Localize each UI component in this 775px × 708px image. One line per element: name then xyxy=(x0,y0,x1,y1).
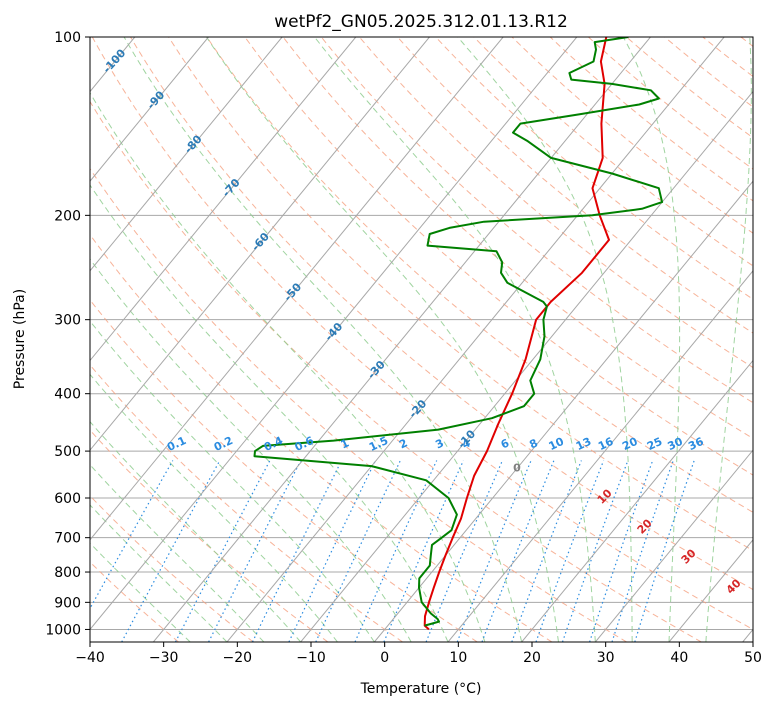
dry-adiabat-line xyxy=(320,37,753,404)
mixing-ratio-label: 10 xyxy=(547,435,567,453)
dewpoint-profile-line xyxy=(253,37,664,627)
x-tick-label: 40 xyxy=(670,650,688,666)
moist-adiabat-line xyxy=(90,504,228,642)
mixing-ratio-line xyxy=(456,460,532,642)
isotherm-line xyxy=(90,37,578,631)
mixing-ratio-label: 20 xyxy=(620,435,640,453)
dry-adiabat-line xyxy=(90,495,254,642)
y-tick-label: 200 xyxy=(54,208,81,224)
mixing-ratio-line xyxy=(561,460,629,642)
temperature-profile-line xyxy=(423,37,610,631)
mixing-ratio-label: 36 xyxy=(686,435,706,453)
moist-adiabat-line xyxy=(90,184,449,642)
moist-adiabat-line xyxy=(123,37,523,642)
x-tick-label: −30 xyxy=(149,650,179,666)
isotherm-line xyxy=(594,449,753,642)
mixing-ratio-line xyxy=(611,460,674,642)
mixing-ratio-line xyxy=(121,460,221,642)
dry-adiabat-line xyxy=(90,233,553,642)
isotherm-line xyxy=(90,37,283,272)
isotherm-line xyxy=(521,359,753,642)
y-tick-label: 600 xyxy=(54,491,81,507)
mixing-ratio-line xyxy=(383,460,464,642)
moist-adiabat-line xyxy=(622,37,681,642)
dry-adiabat-line xyxy=(90,100,702,642)
x-tick-label: 10 xyxy=(449,650,467,666)
chart-title: wetPf2_GN05.2025.312.01.13.R12 xyxy=(274,12,568,32)
isotherm-line xyxy=(0,37,61,642)
mixing-ratio-line xyxy=(481,460,555,642)
x-tick-label: 20 xyxy=(523,650,541,666)
moist-adiabat-line xyxy=(90,320,375,642)
isotherm-line xyxy=(90,37,209,182)
isotherm-line xyxy=(90,37,430,451)
dry-adiabat-line xyxy=(473,37,753,267)
mixing-ratio-label: 13 xyxy=(574,435,593,453)
isotherms xyxy=(0,37,753,642)
y-tick-label: 1000 xyxy=(45,622,81,638)
isotherm-line xyxy=(668,539,753,642)
plot-background xyxy=(90,37,753,642)
dry-adiabat-line xyxy=(90,167,627,642)
isotherm-label: 0 xyxy=(513,462,521,475)
moist-adiabats xyxy=(90,37,752,642)
isotherm-line xyxy=(373,180,753,642)
isotherm-line xyxy=(226,37,725,642)
isotherm-line xyxy=(90,37,357,362)
moist-adiabat-line xyxy=(90,258,412,642)
mixing-ratio-label: 30 xyxy=(666,435,686,453)
sounding-profiles xyxy=(253,37,664,631)
y-tick-label: 400 xyxy=(54,387,81,403)
y-axis-ticks: 1000 900 800 700 600 500 400 300 200 100 xyxy=(45,30,90,638)
x-axis-label: Temperature (°C) xyxy=(360,681,482,697)
moist-adiabat-line xyxy=(90,464,265,642)
dry-adiabat-line xyxy=(90,299,478,642)
moist-adiabat-line xyxy=(314,37,596,642)
y-tick-label: 900 xyxy=(54,595,81,611)
mixing-ratio-line xyxy=(589,460,654,642)
x-tick-label: 30 xyxy=(597,650,615,666)
dry-adiabat-line xyxy=(91,37,753,630)
x-tick-label: 50 xyxy=(744,650,762,666)
plot-frame xyxy=(89,36,754,643)
mixing-ratio-line xyxy=(90,460,174,610)
moist-adiabat-line xyxy=(705,37,752,642)
x-tick-label: −40 xyxy=(75,650,105,666)
dry-adiabat-line xyxy=(90,429,329,642)
dry-adiabat-line xyxy=(282,37,753,439)
x-tick-label: −10 xyxy=(296,650,326,666)
dry-adiabat-line xyxy=(511,37,753,234)
moist-adiabat-line xyxy=(90,373,338,642)
x-tick-label: 0 xyxy=(380,650,389,666)
x-axis-ticks: −40 −30 −20 −10 0 10 20 30 40 50 xyxy=(75,642,762,666)
y-tick-label: 700 xyxy=(54,531,81,547)
mixing-ratio-line xyxy=(511,460,582,642)
isotherm-line xyxy=(300,90,753,642)
y-tick-label: 500 xyxy=(54,444,81,460)
x-tick-label: −20 xyxy=(223,650,253,666)
moist-adiabat-line xyxy=(206,37,559,642)
dry-adiabat-line xyxy=(435,37,753,300)
isotherm-line xyxy=(447,270,753,642)
y-tick-label: 100 xyxy=(54,30,81,46)
moist-adiabat-line xyxy=(457,37,633,642)
mixing-ratio-line xyxy=(288,460,377,642)
mixing-ratio-label: 16 xyxy=(596,435,616,453)
isotherm-line xyxy=(152,37,651,642)
mixing-ratio-line xyxy=(354,460,438,642)
mixing-ratio-line xyxy=(425,460,503,642)
dry-adiabat-line xyxy=(130,37,753,591)
dry-adiabats xyxy=(90,37,753,642)
mixing-ratio-line xyxy=(315,460,401,642)
dry-adiabat-line xyxy=(168,37,753,552)
y-tick-label: 800 xyxy=(54,565,81,581)
dry-adiabat-line xyxy=(206,37,753,513)
isotherm-line xyxy=(90,37,504,541)
mixing-ratio-line xyxy=(634,460,695,642)
y-axis-label: Pressure (hPa) xyxy=(12,289,28,389)
y-tick-label: 300 xyxy=(54,313,81,329)
dry-adiabat-line xyxy=(359,37,753,369)
mixing-ratio-label: 25 xyxy=(645,435,664,453)
